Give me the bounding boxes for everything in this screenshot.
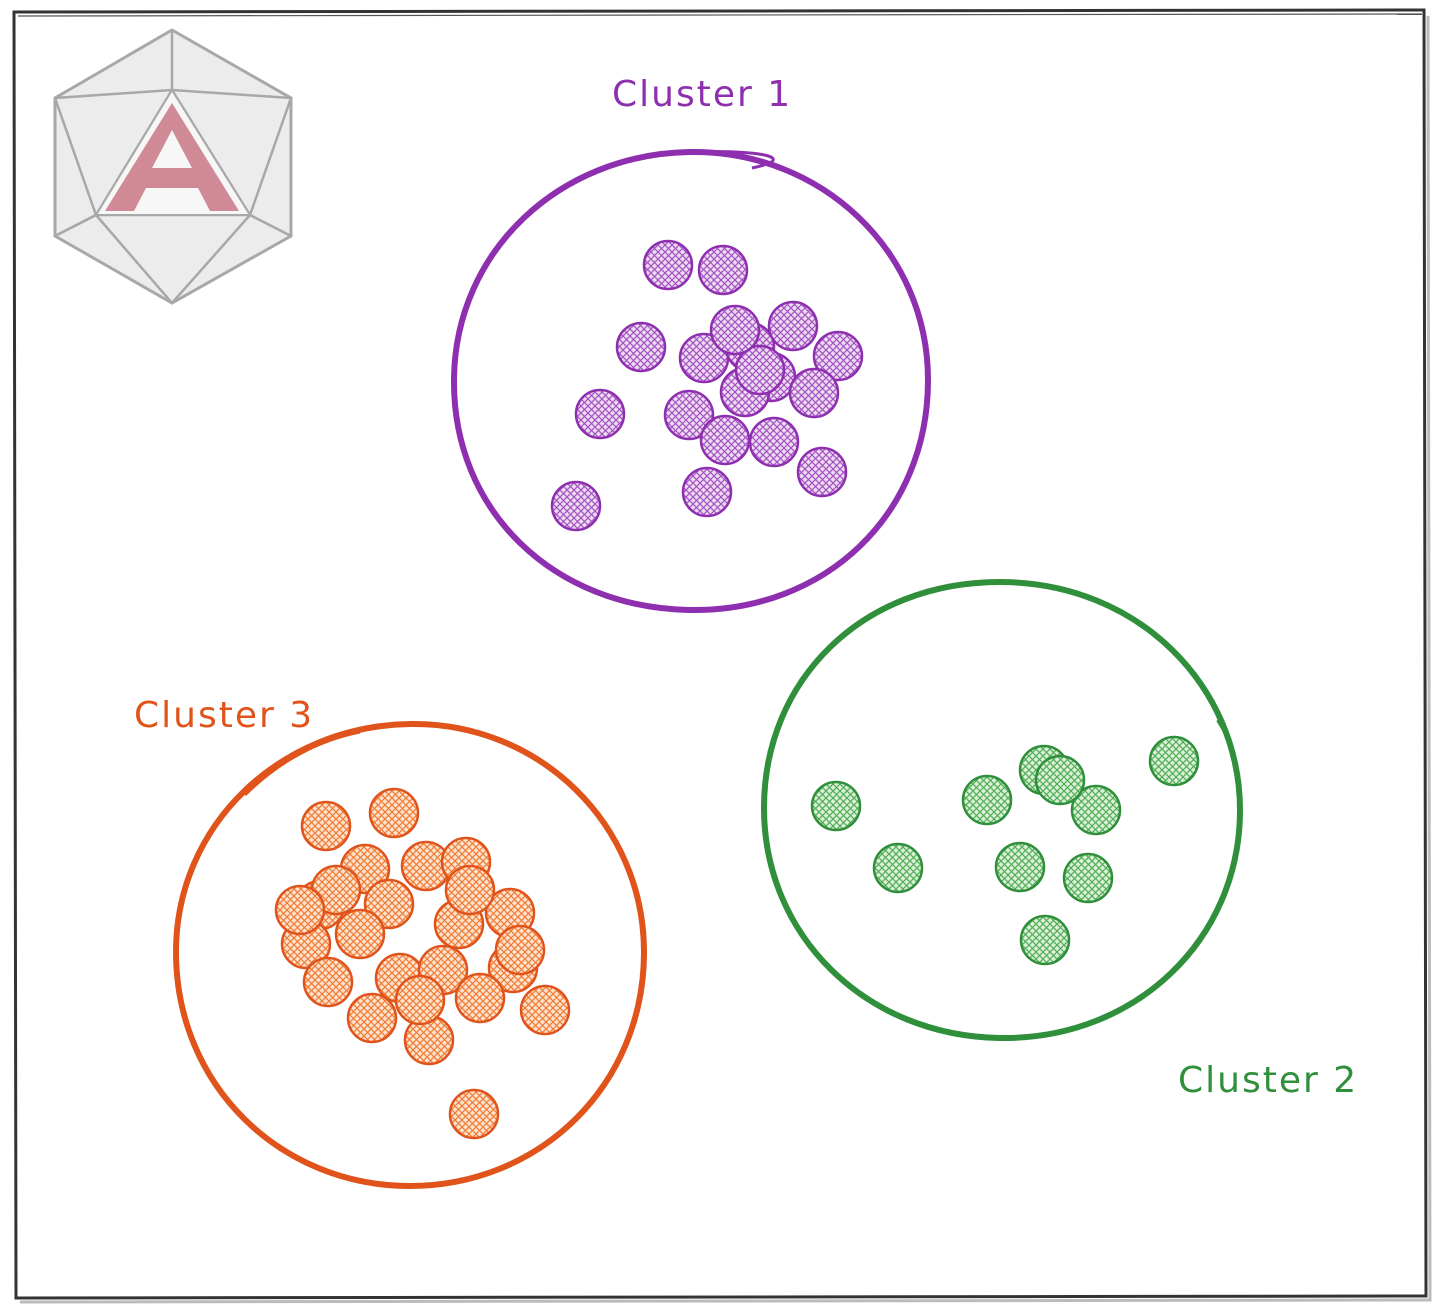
cluster-3-point	[519, 984, 571, 1036]
cluster-2-point	[1070, 784, 1122, 836]
cluster-1-point	[697, 244, 749, 296]
cluster-1-point	[812, 330, 864, 382]
cluster-3-boundary	[172, 720, 648, 1190]
cluster-1-boundary	[450, 148, 932, 614]
cluster-2-point	[1062, 852, 1114, 904]
cluster-1-point	[767, 300, 819, 352]
diagram-frame	[12, 8, 1432, 1304]
cluster-3-point	[334, 908, 386, 960]
cluster-2: Cluster 2	[760, 578, 1358, 1101]
cluster-3-point	[454, 972, 506, 1024]
cluster-3: Cluster 3	[134, 695, 648, 1190]
cluster-2-point	[961, 774, 1013, 826]
cluster-3-point	[494, 924, 546, 976]
cluster-3-point	[302, 956, 354, 1008]
cluster-2-point	[994, 841, 1046, 893]
cluster-1-point	[709, 304, 761, 356]
cluster-2-point	[1034, 754, 1086, 806]
cluster-3-label: Cluster 3	[134, 695, 314, 736]
cluster-3-point	[444, 864, 496, 916]
cluster-1-point	[550, 480, 602, 532]
cluster-1-point	[642, 239, 694, 291]
cluster-1-point	[734, 344, 786, 396]
cluster-2-point	[872, 842, 924, 894]
cluster-2-point	[1019, 914, 1071, 966]
cluster-1-point	[574, 388, 626, 440]
cluster-1-label: Cluster 1	[612, 74, 792, 115]
cluster-3-point	[448, 1088, 500, 1140]
cluster-2-label: Cluster 2	[1178, 1060, 1358, 1101]
cluster-1-point	[699, 414, 751, 466]
cluster-2-boundary	[760, 578, 1244, 1042]
cluster-1-point	[788, 367, 840, 419]
cluster-3-point	[300, 800, 352, 852]
cluster-1-point	[796, 446, 848, 498]
cluster-1-point	[663, 389, 715, 441]
cluster-1-point	[681, 466, 733, 518]
cluster-3-points	[274, 787, 571, 1140]
cluster-1-point	[615, 321, 667, 373]
cluster-3-point	[368, 787, 420, 839]
cluster-3-point	[274, 884, 326, 936]
cluster-3-point	[346, 992, 398, 1044]
cluster-1: Cluster 1	[450, 74, 932, 614]
icosahedron-letter-a-logo	[53, 28, 293, 305]
cluster-2-points	[810, 735, 1200, 966]
cluster-2-point	[1148, 735, 1200, 787]
cluster-3-point	[394, 974, 446, 1026]
cluster-1-points	[550, 239, 864, 532]
cluster-1-point	[748, 416, 800, 468]
cluster-2-point	[810, 780, 862, 832]
